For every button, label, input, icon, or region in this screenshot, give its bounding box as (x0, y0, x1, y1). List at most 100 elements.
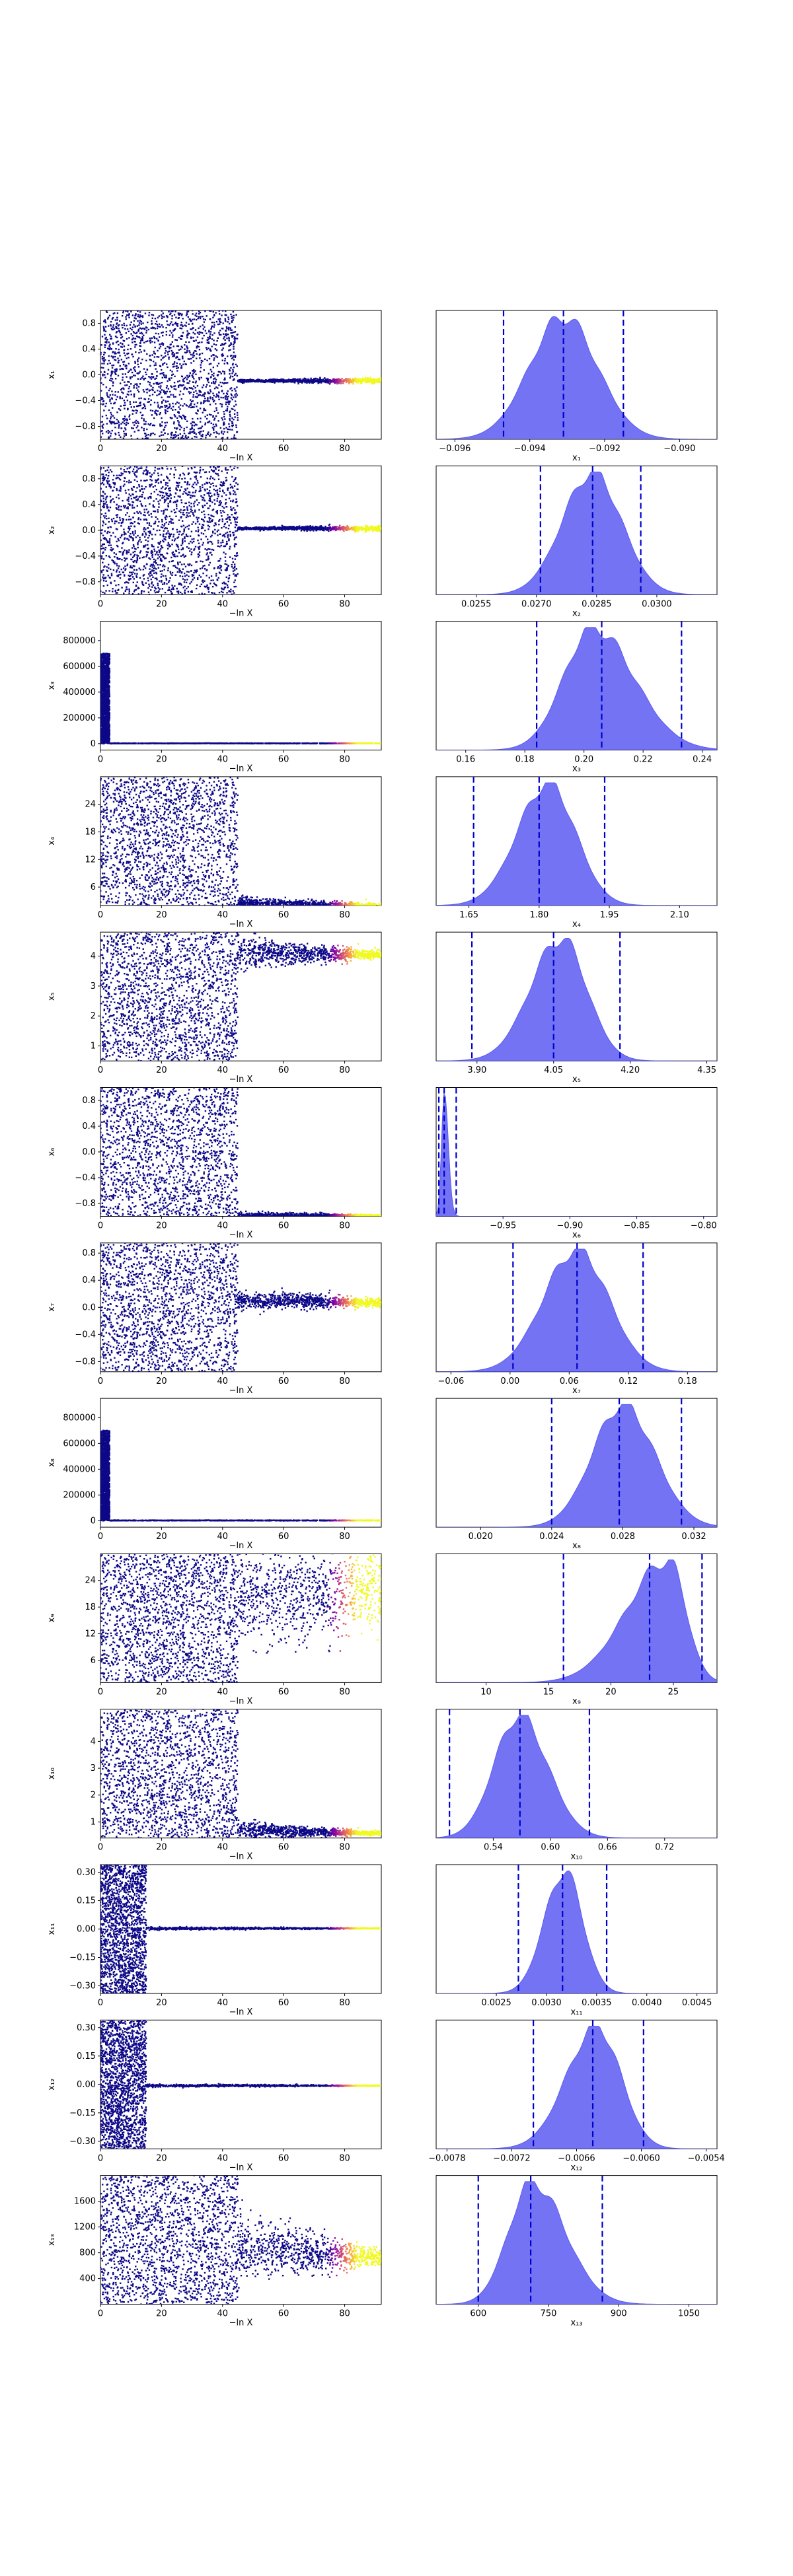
sample-point (326, 381, 328, 384)
sample-point (100, 555, 103, 557)
sample-point (195, 472, 197, 474)
sample-point (316, 378, 319, 380)
sample-point (173, 382, 176, 384)
sample-point (235, 363, 237, 366)
sample-point (175, 487, 177, 489)
sample-point (229, 516, 231, 519)
sample-point (167, 497, 170, 500)
sample-point (213, 471, 215, 473)
sample-point (181, 542, 184, 545)
sample-point (219, 320, 221, 322)
sample-point (132, 576, 134, 578)
sample-point (310, 377, 312, 380)
sample-point (132, 538, 134, 541)
sample-point (180, 511, 182, 514)
sample-point (204, 483, 206, 485)
sample-point (106, 518, 108, 520)
sample-point (233, 351, 235, 353)
sample-point (220, 544, 223, 547)
sample-point (208, 338, 209, 340)
sample-point (136, 325, 139, 327)
sample-point (290, 380, 292, 382)
sample-point (188, 528, 190, 530)
sample-point (164, 352, 166, 354)
sample-point (125, 423, 128, 426)
sample-point (264, 380, 266, 382)
sample-point (118, 324, 120, 326)
sample-point (140, 323, 143, 325)
sample-point (136, 470, 138, 472)
sample-point (110, 546, 112, 549)
sample-point (231, 565, 233, 568)
sample-point (223, 492, 225, 494)
sample-point (149, 565, 151, 567)
sample-point (112, 382, 114, 384)
sample-point (231, 513, 233, 516)
sample-point (164, 528, 166, 530)
sample-point (157, 402, 159, 404)
sample-point (157, 584, 159, 587)
sample-point (227, 586, 229, 589)
sample-point (104, 330, 107, 333)
sample-point (213, 425, 215, 428)
sample-point (300, 379, 302, 382)
sample-point (106, 338, 108, 341)
sample-point (132, 314, 134, 316)
sample-point (157, 591, 159, 593)
sample-point (225, 468, 227, 470)
sample-point (199, 394, 202, 396)
sample-point (352, 378, 354, 380)
sample-point (104, 346, 106, 348)
sample-point (137, 390, 140, 393)
sample-point (259, 530, 261, 532)
sample-point (219, 500, 221, 502)
sample-point (186, 571, 188, 573)
sample-point (229, 530, 231, 533)
sample-point (367, 377, 369, 379)
sample-point (103, 478, 106, 480)
sample-point (142, 375, 144, 377)
sample-point (166, 421, 168, 423)
x-axis-label: −ln X (229, 608, 253, 618)
sample-point (213, 499, 215, 501)
sample-point (185, 325, 187, 327)
sample-point (190, 540, 192, 543)
sample-point (182, 554, 184, 555)
sample-point (132, 331, 135, 333)
sample-point (132, 338, 133, 340)
sample-point (143, 368, 145, 370)
sample-point (294, 380, 296, 382)
sample-point (155, 573, 158, 575)
sample-point (104, 376, 106, 378)
sample-point (133, 410, 135, 412)
sample-point (222, 333, 225, 335)
sample-point (241, 378, 243, 380)
sample-point (130, 522, 132, 524)
sample-point (219, 334, 221, 336)
sample-point (151, 414, 153, 416)
sample-point (148, 401, 150, 403)
sample-point (132, 544, 135, 546)
sample-point (179, 425, 181, 427)
sample-point (110, 370, 113, 373)
sample-point (112, 561, 115, 563)
sample-point (208, 519, 211, 521)
sample-point (154, 318, 157, 320)
sample-point (233, 493, 235, 495)
sample-point (233, 434, 236, 436)
sample-point (225, 467, 227, 469)
sample-point (206, 492, 208, 494)
sample-point (213, 493, 215, 495)
sample-point (354, 380, 356, 382)
sample-point (190, 548, 192, 550)
sample-point (200, 560, 202, 562)
sample-point (185, 435, 187, 437)
sample-point (217, 560, 219, 562)
sample-point (139, 340, 142, 342)
sample-point (169, 390, 171, 393)
sample-point (235, 518, 238, 520)
sample-point (176, 531, 178, 533)
sample-point (100, 545, 103, 547)
sample-point (231, 469, 233, 471)
